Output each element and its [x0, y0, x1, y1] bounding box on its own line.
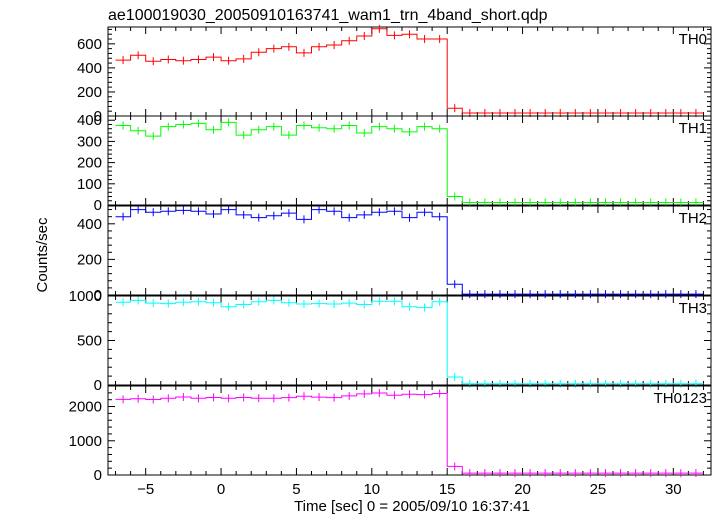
panel-th3: 0 500 1000 TH3: [69, 288, 712, 394]
y-tick-label: 0: [94, 467, 102, 484]
y-tick-label: 0: [94, 377, 102, 394]
series-line-th3: [115, 299, 704, 385]
panel-th2: 0 200 400 TH2: [77, 205, 712, 304]
y-tick-label: 300: [77, 133, 102, 150]
x-tick-label: 20: [514, 481, 531, 498]
series-line-th1: [115, 121, 704, 203]
y-tick-label: 0: [94, 197, 102, 214]
panel-label: TH3: [679, 300, 707, 317]
panel-th0123: 0 1000 2000 TH0123: [69, 385, 712, 484]
x-axis-title: Time [sec] 0 = 2005/09/10 16:37:41: [294, 498, 530, 515]
y-tick-label: 200: [77, 84, 102, 101]
panel-th0: 0 200 400 600 TH0: [77, 24, 712, 125]
panel-frame: [107, 26, 712, 117]
y-tick-label: 1000: [69, 433, 102, 450]
panel-label: TH0123: [654, 390, 707, 407]
y-axis-title: Counts/sec: [34, 217, 51, 293]
x-tick-label: 5: [292, 481, 300, 498]
y-tick-label: 400: [77, 216, 102, 233]
y-tick-label: 400: [77, 112, 102, 129]
chart-title: ae100019030_20050910163741_wam1_trn_4ban…: [108, 7, 548, 24]
y-tick-label: 100: [77, 176, 102, 193]
series-line-th2: [115, 209, 704, 295]
panel-label: TH0: [679, 31, 707, 48]
x-tick-label: 0: [217, 481, 225, 498]
panel-label: TH2: [679, 210, 707, 227]
y-tick-label: 2000: [69, 399, 102, 416]
x-tick-label: 25: [590, 481, 607, 498]
y-tick-label: 400: [77, 60, 102, 77]
y-tick-label: 1000: [69, 288, 102, 305]
panel-frame: [107, 205, 712, 296]
y-tick-label: 200: [77, 251, 102, 268]
x-tick-label: −5: [137, 481, 154, 498]
panel-frame: [107, 385, 712, 476]
x-tick-label: 15: [439, 481, 456, 498]
panel-label: TH1: [679, 120, 707, 137]
panel-frame: [107, 115, 712, 206]
y-tick-label: 0: [94, 287, 102, 304]
x-tick-label: 30: [665, 481, 682, 498]
panel-th1: 0 100 200 300 400 TH1: [77, 112, 712, 214]
y-tick-label: 600: [77, 36, 102, 53]
y-tick-label: 200: [77, 155, 102, 172]
series-line-th0123: [115, 392, 704, 474]
series-line-th0: [115, 28, 704, 114]
y-tick-label: 500: [77, 333, 102, 350]
y-tick-label: 0: [94, 108, 102, 125]
x-tick-label: 10: [363, 481, 380, 498]
